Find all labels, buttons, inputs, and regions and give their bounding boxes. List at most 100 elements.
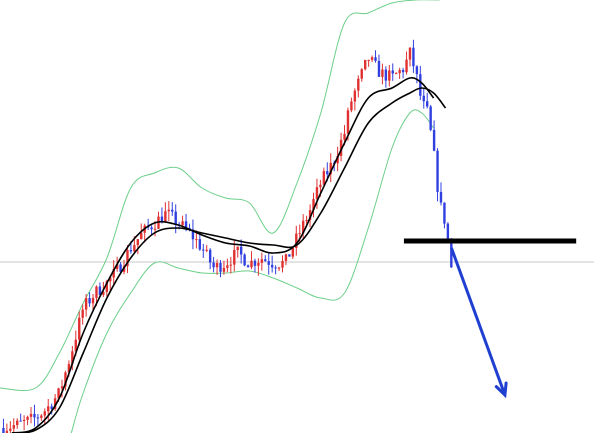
candle-body-118	[408, 47, 412, 60]
candle-body-11	[40, 415, 43, 418]
candle-body-90	[312, 198, 315, 211]
candle-body-4	[16, 420, 19, 426]
candle-body-113	[391, 70, 394, 74]
candle-body-92	[319, 184, 322, 188]
candle-body-2	[9, 428, 12, 431]
candle-body-84	[291, 247, 295, 257]
candle-body-43	[150, 227, 153, 230]
candle-body-47	[164, 211, 167, 223]
candle-body-20	[71, 351, 74, 365]
candle-body-88	[305, 219, 308, 221]
candle-body-119	[412, 47, 415, 67]
candle-body-1	[5, 430, 9, 433]
candle-body-56	[195, 239, 198, 241]
candle-body-17	[60, 386, 64, 389]
moving-average-fast	[11, 77, 435, 433]
candle-body-64	[222, 267, 226, 272]
candle-body-28	[98, 286, 102, 295]
candle-body-80	[277, 267, 281, 269]
candle-body-69	[239, 246, 243, 255]
candle-body-83	[288, 254, 291, 257]
candle-body-115	[398, 70, 401, 74]
candle-body-98	[339, 139, 343, 156]
candle-body-129	[446, 223, 450, 241]
candle-body-66	[229, 264, 233, 266]
candle-body-7	[26, 416, 29, 420]
candle-body-93	[322, 171, 326, 185]
candle-body-62	[215, 263, 219, 268]
candle-body-49	[171, 209, 174, 212]
candle-body-50	[174, 211, 177, 225]
candle-body-31	[109, 277, 112, 282]
candle-body-100	[346, 110, 350, 134]
candle-body-114	[394, 73, 398, 75]
bollinger-bands-layer	[0, 0, 440, 433]
candle-body-67	[233, 249, 236, 265]
candle-body-25	[88, 298, 91, 304]
candle-body-116	[401, 70, 405, 73]
moving-average-slow	[11, 87, 447, 433]
candle-body-112	[388, 70, 391, 81]
candle-body-87	[301, 220, 305, 234]
candle-body-5	[19, 420, 22, 422]
candle-body-103	[357, 78, 360, 91]
candle-body-105	[363, 59, 367, 70]
moving-averages-layer	[11, 77, 447, 433]
candle-body-19	[67, 364, 71, 373]
bollinger-upper-band	[0, 0, 440, 392]
candles-layer	[2, 39, 453, 433]
candle-body-76	[264, 259, 267, 262]
candle-body-82	[284, 254, 288, 261]
candle-body-48	[167, 209, 171, 212]
forecast-arrow-shaft	[450, 247, 507, 396]
candle-body-18	[64, 372, 67, 387]
candle-body-44	[153, 228, 157, 230]
candle-body-29	[102, 291, 105, 295]
candle-body-101	[350, 101, 353, 111]
candle-body-33	[115, 264, 119, 270]
candle-body-39	[136, 239, 140, 246]
candle-body-55	[191, 229, 195, 240]
candle-body-89	[308, 210, 312, 220]
candle-body-75	[260, 259, 264, 263]
candle-body-70	[243, 254, 246, 266]
candle-body-85	[295, 233, 298, 248]
candle-body-125	[432, 129, 436, 151]
candle-body-102	[353, 90, 357, 102]
candle-body-124	[429, 106, 432, 130]
candle-body-74	[257, 262, 260, 266]
forecast-arrow-layer	[450, 247, 508, 399]
candle-body-95	[329, 162, 332, 175]
candle-body-123	[426, 101, 429, 107]
candle-body-27	[95, 286, 98, 298]
candle-body-53	[184, 221, 188, 228]
candle-body-32	[112, 269, 115, 278]
candle-body-24	[84, 298, 88, 310]
candle-body-9	[33, 413, 36, 418]
candle-body-58	[202, 249, 205, 251]
candle-body-68	[236, 246, 239, 250]
candle-body-65	[226, 265, 229, 268]
candle-body-109	[377, 60, 381, 77]
candle-body-6	[22, 419, 26, 421]
candle-body-0	[2, 428, 5, 433]
candle-body-120	[415, 66, 419, 75]
candle-body-71	[246, 265, 250, 268]
candle-body-40	[140, 232, 143, 240]
candle-body-106	[367, 59, 370, 61]
candle-body-23	[81, 309, 84, 318]
candle-body-126	[436, 150, 439, 192]
candle-body-10	[36, 417, 40, 419]
candle-body-59	[205, 249, 208, 251]
candle-body-94	[326, 171, 329, 175]
candle-body-60	[208, 249, 212, 263]
candle-body-128	[443, 202, 446, 224]
candle-body-111	[384, 69, 388, 81]
bollinger-lower-band	[70, 109, 434, 433]
candle-body-91	[315, 187, 319, 199]
candle-body-37	[129, 250, 133, 252]
candle-body-127	[439, 191, 443, 203]
candle-body-52	[181, 221, 184, 226]
candle-body-130	[450, 240, 453, 268]
